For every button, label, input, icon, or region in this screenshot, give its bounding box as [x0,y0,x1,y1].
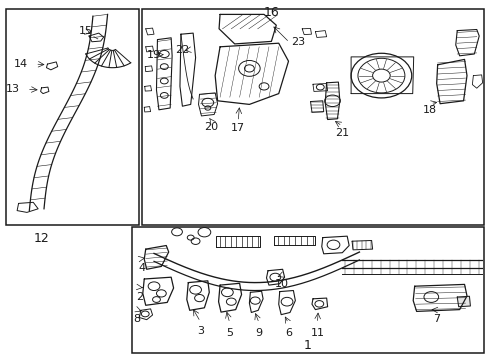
Text: 12: 12 [34,232,49,245]
Text: 15: 15 [79,26,92,36]
Text: 3: 3 [197,326,203,336]
Polygon shape [456,296,469,307]
Text: 5: 5 [226,328,233,338]
Text: 10: 10 [275,279,288,289]
Text: 6: 6 [285,328,291,338]
Text: 13: 13 [5,84,20,94]
Text: 21: 21 [335,128,348,138]
Text: 18: 18 [423,105,436,116]
Text: 9: 9 [255,328,262,338]
Bar [132,227,483,353]
Text: 23: 23 [290,37,305,48]
Text: 7: 7 [432,314,439,324]
Text: 1: 1 [304,339,311,352]
Bar [6,9,139,225]
Text: 8: 8 [133,314,140,324]
Text: 19: 19 [147,50,161,60]
Text: 11: 11 [310,328,324,338]
Text: 20: 20 [204,122,218,132]
Text: 14: 14 [14,59,28,69]
Text: 2: 2 [136,292,142,302]
Text: 22: 22 [175,45,189,55]
Text: 4: 4 [138,263,145,273]
Text: 16: 16 [263,6,279,19]
Bar [142,9,483,225]
Text: 17: 17 [231,123,244,134]
